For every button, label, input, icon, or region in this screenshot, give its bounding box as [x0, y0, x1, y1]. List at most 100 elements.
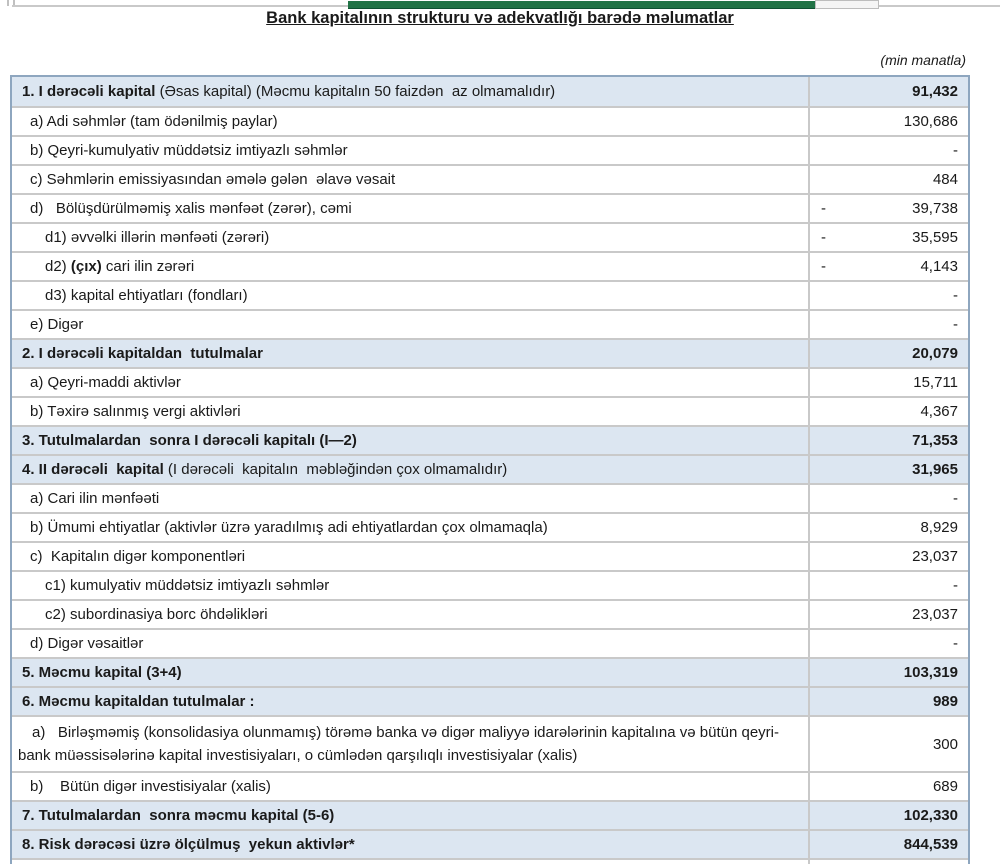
row-amount: 31,965 [912, 461, 958, 478]
row-amount: - [953, 142, 958, 159]
sheet-tab-indicator [348, 1, 815, 9]
table-row: b) Qeyri-kumulyativ müddətsiz imtiyazlı … [12, 135, 968, 164]
row-value: 71,353 [810, 427, 968, 454]
table-row: 6. Məcmu kapitaldan tutulmalar : 989 [12, 686, 968, 715]
row-value: 844,539 [810, 831, 968, 858]
row-label: 5. Məcmu kapital (3+4) [12, 659, 810, 686]
row-value: 689 [810, 773, 968, 800]
table-row: a) Cari ilin mənfəəti - [12, 483, 968, 512]
negative-sign: - [821, 200, 826, 217]
row-label: b) Qeyri-kumulyativ müddətsiz imtiyazlı … [12, 137, 810, 164]
row-value: - 35,595 [810, 224, 968, 251]
sheet-top-edge [0, 0, 1000, 10]
row-amount: 130,686 [903, 113, 958, 130]
table-row-partial [12, 858, 968, 864]
row-amount: 300 [932, 735, 958, 753]
row-value: 23,037 [810, 543, 968, 570]
row-value: - [810, 311, 968, 338]
row-amount: 15,711 [913, 374, 958, 391]
row-value: - 4,143 [810, 253, 968, 280]
row-amount: 989 [932, 693, 958, 710]
row-value: - [810, 630, 968, 657]
row-amount: - [953, 316, 958, 333]
row-amount: - [953, 635, 958, 652]
row-amount: 91,432 [912, 83, 958, 100]
row-value: - [810, 282, 968, 309]
table-row: 3. Tutulmalardan sonra I dərəcəli kapita… [12, 425, 968, 454]
row-value: 130,686 [810, 108, 968, 135]
row-label: c1) kumulyativ müddətsiz imtiyazlı səhml… [12, 572, 810, 599]
table-row: d2) (çıx) cari ilin zərəri - 4,143 [12, 251, 968, 280]
row-label: d1) əvvəlki illərin mənfəəti (zərəri) [12, 224, 810, 251]
row-label: d2) (çıx) cari ilin zərəri [12, 253, 810, 280]
table-row: a) Qeyri-maddi aktivlər 15,711 [12, 367, 968, 396]
row-label: c) Kapitalın digər komponentləri [12, 543, 810, 570]
row-amount: 102,330 [903, 807, 958, 824]
table-row: d) Bölüşdürülməmiş xalis mənfəət (zərər)… [12, 193, 968, 222]
row-label: a) Birləşməmiş (konsolidasiya olunmamış)… [12, 717, 810, 771]
table-row: e) Digər - [12, 309, 968, 338]
row-amount: 23,037 [912, 606, 958, 623]
row-value: - 39,738 [810, 195, 968, 222]
row-amount: - [953, 287, 958, 304]
table-row: a) Adi səhmlər (tam ödənilmiş paylar) 130… [12, 106, 968, 135]
negative-sign: - [821, 258, 826, 275]
table-row: c) Səhmlərin emissiyasından əmələ gələn … [12, 164, 968, 193]
row-label: 2. I dərəcəli kapitaldan tutulmalar [12, 340, 810, 367]
table-row: 8. Risk dərəcəsi üzrə ölçülmuş yekun akt… [12, 829, 968, 858]
row-label: 3. Tutulmalardan sonra I dərəcəli kapita… [12, 427, 810, 454]
table-row: d3) kapital ehtiyatları (fondları) - [12, 280, 968, 309]
table-row: 1. I dərəcəli kapital (Əsas kapital) (Mə… [12, 77, 968, 106]
row-value: 484 [810, 166, 968, 193]
row-value: 15,711 [810, 369, 968, 396]
row-label: d) Bölüşdürülməmiş xalis mənfəət (zərər)… [12, 195, 810, 222]
row-value: 300 [810, 717, 968, 771]
row-label: 6. Məcmu kapitaldan tutulmalar : [12, 688, 810, 715]
row-value: 103,319 [810, 659, 968, 686]
page-title: Bank kapitalının strukturu və adekvatlığ… [266, 9, 734, 27]
row-label: b) Bütün digər investisiyalar (xalis) [12, 773, 810, 800]
table-row: d) Digər vəsaitlər - [12, 628, 968, 657]
row-value: 4,367 [810, 398, 968, 425]
table-row: 2. I dərəcəli kapitaldan tutulmalar 20,07… [12, 338, 968, 367]
row-amount: 4,143 [920, 258, 958, 275]
table-row: 4. II dərəcəli kapital (I dərəcəli kapit… [12, 454, 968, 483]
sheet-edge-cell [815, 0, 879, 9]
table-row: b) Ümumi ehtiyatlar (aktivlər üzrə yarad… [12, 512, 968, 541]
row-label: b) Təxirə salınmış vergi aktivləri [12, 398, 810, 425]
table-row: 7. Tutulmalardan sonra məcmu kapital (5-… [12, 800, 968, 829]
row-value: - [810, 137, 968, 164]
row-amount: 35,595 [912, 229, 958, 246]
row-value: 23,037 [810, 601, 968, 628]
table-row: d1) əvvəlki illərin mənfəəti (zərəri) - 35… [12, 222, 968, 251]
sheet-edge-tick [13, 0, 15, 6]
row-label: c) Səhmlərin emissiyasından əmələ gələn … [12, 166, 810, 193]
sheet-edge-tick [7, 0, 9, 6]
row-label: e) Digər [12, 311, 810, 338]
row-label: d) Digər vəsaitlər [12, 630, 810, 657]
row-label: 4. II dərəcəli kapital (I dərəcəli kapit… [12, 456, 810, 483]
table-row: b) Təxirə salınmış vergi aktivləri 4,367 [12, 396, 968, 425]
negative-sign: - [821, 229, 826, 246]
row-amount: 23,037 [912, 548, 958, 565]
row-amount: 71,353 [912, 432, 958, 449]
row-amount: - [953, 490, 958, 507]
row-value: - [810, 572, 968, 599]
row-label: 7. Tutulmalardan sonra məcmu kapital (5-… [12, 802, 810, 829]
row-value: 8,929 [810, 514, 968, 541]
row-amount: 4,367 [920, 403, 958, 420]
table-row: c) Kapitalın digər komponentləri 23,037 [12, 541, 968, 570]
row-value: 31,965 [810, 456, 968, 483]
row-amount: 484 [932, 171, 958, 188]
table-row: c2) subordinasiya borc öhdəlikləri 23,037 [12, 599, 968, 628]
table-row: c1) kumulyativ müddətsiz imtiyazlı səhml… [12, 570, 968, 599]
row-value: 989 [810, 688, 968, 715]
unit-note: (min manatla) [880, 52, 966, 68]
row-amount: 39,738 [912, 200, 958, 217]
row-value: 102,330 [810, 802, 968, 829]
row-label: 1. I dərəcəli kapital (Əsas kapital) (Mə… [12, 77, 810, 106]
row-label: a) Adi səhmlər (tam ödənilmiş paylar) [12, 108, 810, 135]
table-row: b) Bütün digər investisiyalar (xalis) 689 [12, 771, 968, 800]
row-amount: 103,319 [903, 664, 958, 681]
row-amount: - [953, 577, 958, 594]
